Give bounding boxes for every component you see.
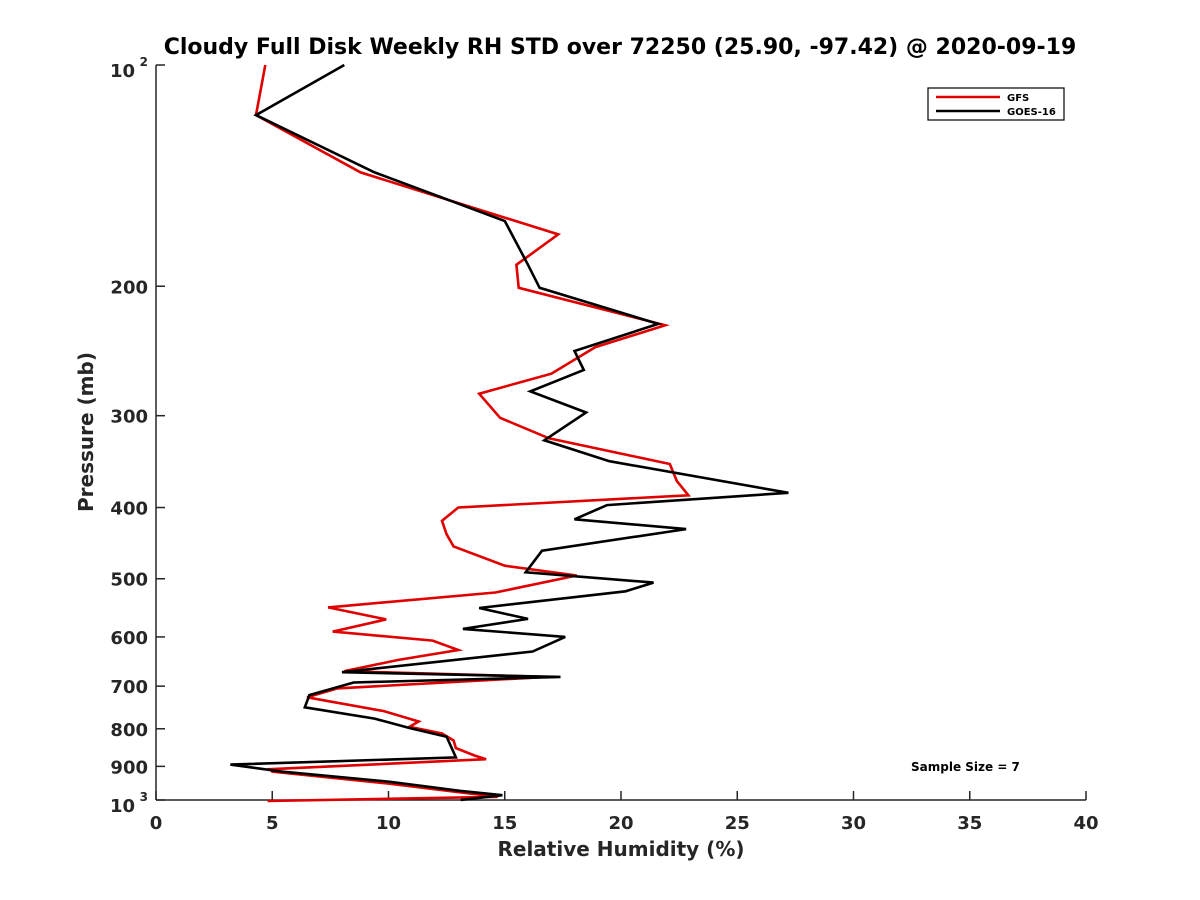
y-tick-label: 500 [110,570,148,591]
x-tick-label: 35 [957,813,982,834]
series-lines [230,63,789,803]
legend: GFS GOES-16 [927,87,1065,121]
y-ticks: 2 10 200 300 400 500 600 700 800 900 3 10 [110,55,165,817]
series-line-gfs [254,64,692,803]
series-line-goes-16 [230,63,789,802]
plot-area: 0 5 10 15 20 25 30 35 40 2 10 200 300 400 500 600 700 80… [110,55,1099,834]
x-tick-label: 30 [841,813,866,834]
x-tick-label: 20 [608,813,633,834]
x-ticks: 0 5 10 15 20 25 30 35 40 [150,791,1099,834]
y-tick-label: 400 [110,499,148,520]
y-tick-label: 300 [110,407,148,428]
y-tick-label-exponent: 2 [140,55,148,69]
y-tick-label: 600 [110,628,148,649]
y-tick-label: 700 [110,677,148,698]
y-tick-label: 800 [110,720,148,741]
x-axis-label: Relative Humidity (%) [497,837,744,861]
x-tick-label: 5 [266,813,279,834]
x-tick-label: 40 [1073,813,1098,834]
x-tick-label: 15 [492,813,517,834]
y-tick-label: 200 [110,277,148,298]
y-tick-label: 10 [110,796,135,817]
legend-label-goes16: GOES-16 [1007,107,1056,118]
y-tick-label: 10 [110,61,135,82]
x-tick-label: 0 [150,813,163,834]
y-tick-label: 900 [110,757,148,778]
y-tick-label-exponent: 3 [140,790,148,804]
x-tick-label: 10 [376,813,401,834]
sample-size-annotation: Sample Size = 7 [911,760,1020,774]
x-tick-label: 25 [725,813,750,834]
legend-box [927,87,1065,121]
y-axis-label: Pressure (mb) [74,352,98,512]
legend-label-gfs: GFS [1007,93,1029,104]
chart-title: Cloudy Full Disk Weekly RH STD over 7225… [164,35,1077,60]
